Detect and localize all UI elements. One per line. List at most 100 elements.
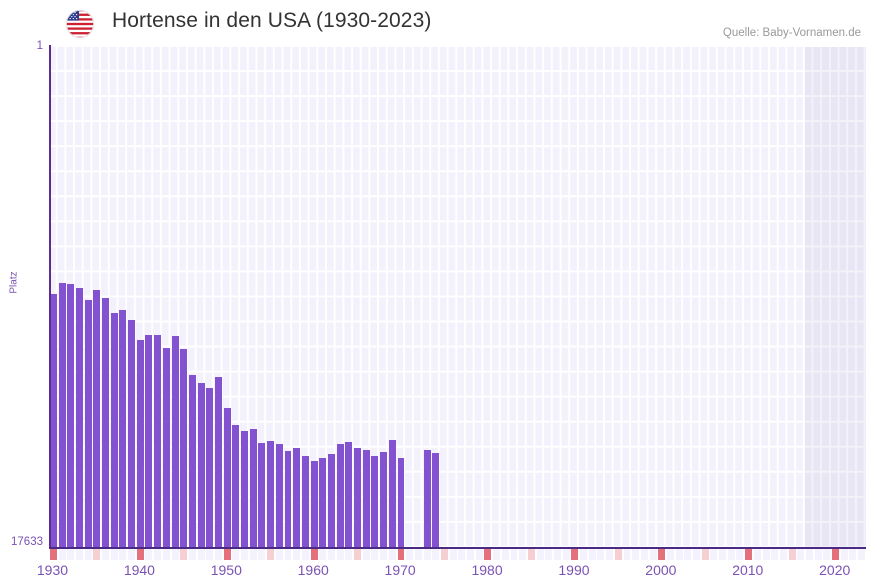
bar-1937[interactable] xyxy=(110,312,118,548)
bar-1930[interactable] xyxy=(49,293,57,548)
x-tick-1954 xyxy=(258,549,266,560)
bar-1963[interactable] xyxy=(336,443,344,548)
bar-1941[interactable] xyxy=(145,334,153,548)
bar-1968[interactable] xyxy=(380,452,388,548)
x-tick-2014 xyxy=(779,549,787,560)
x-tick-1983 xyxy=(510,549,518,560)
bar-1933[interactable] xyxy=(75,287,83,548)
bar-1954[interactable] xyxy=(258,442,266,548)
bar-1973[interactable] xyxy=(423,450,431,548)
x-tick-2020 xyxy=(832,549,840,560)
x-tick-1937 xyxy=(110,549,118,560)
x-tick-2010 xyxy=(745,549,753,560)
bar-1938[interactable] xyxy=(119,309,127,548)
x-tick-1982 xyxy=(501,549,509,560)
x-tick-1942 xyxy=(154,549,162,560)
bar-1957[interactable] xyxy=(284,450,292,548)
bar-1948[interactable] xyxy=(206,387,214,548)
x-tick-2009 xyxy=(736,549,744,560)
bar-1936[interactable] xyxy=(102,297,109,548)
bar-1943[interactable] xyxy=(162,348,170,548)
x-tick-1979 xyxy=(475,549,483,560)
bar-1946[interactable] xyxy=(188,375,196,548)
x-tick-2022 xyxy=(849,549,857,560)
x-tick-1934 xyxy=(84,549,92,560)
bar-1945[interactable] xyxy=(180,349,188,548)
x-axis-label-1980: 1980 xyxy=(471,562,503,578)
x-axis-label-1990: 1990 xyxy=(558,562,590,578)
x-tick-1946 xyxy=(188,549,196,560)
x-tick-1992 xyxy=(588,549,596,560)
bar-1934[interactable] xyxy=(84,300,92,548)
bar-1931[interactable] xyxy=(58,282,66,548)
bar-1966[interactable] xyxy=(362,449,370,548)
bar-1958[interactable] xyxy=(293,448,301,548)
chart-header: Hortense in den USA (1930-2023) Quelle: … xyxy=(0,0,873,47)
x-tick-1961 xyxy=(319,549,327,560)
x-tick-1978 xyxy=(467,549,474,560)
x-tick-1975 xyxy=(440,549,448,560)
bar-1964[interactable] xyxy=(345,441,353,548)
x-axis-label-1930: 1930 xyxy=(36,562,69,578)
bar-1955[interactable] xyxy=(267,440,275,548)
bar-1944[interactable] xyxy=(171,336,179,548)
bar-1952[interactable] xyxy=(241,431,249,548)
x-tick-1985 xyxy=(527,549,535,560)
x-tick-1935 xyxy=(93,549,101,560)
bar-1970[interactable] xyxy=(397,457,405,548)
x-tick-1999 xyxy=(649,549,657,560)
x-tick-1963 xyxy=(336,549,344,560)
x-tick-1955 xyxy=(267,549,275,560)
y-axis-tick-top: 1 xyxy=(36,40,43,52)
bar-1935[interactable] xyxy=(93,290,101,548)
x-tick-1936 xyxy=(102,549,109,560)
x-tick-1930 xyxy=(49,549,57,560)
x-tick-1967 xyxy=(371,549,379,560)
x-tick-1981 xyxy=(493,549,501,560)
bar-1932[interactable] xyxy=(67,284,75,548)
x-tick-2021 xyxy=(840,549,848,560)
x-tick-2023 xyxy=(858,549,866,560)
bar-1953[interactable] xyxy=(249,429,257,548)
x-tick-2003 xyxy=(684,549,692,560)
x-tick-1960 xyxy=(310,549,318,560)
bar-1974[interactable] xyxy=(432,453,440,548)
x-tick-1953 xyxy=(249,549,257,560)
bar-1967[interactable] xyxy=(371,456,379,548)
x-tick-1951 xyxy=(232,549,240,560)
bar-1956[interactable] xyxy=(275,444,283,548)
bar-1942[interactable] xyxy=(154,335,162,548)
x-tick-1958 xyxy=(293,549,301,560)
x-tick-1974 xyxy=(432,549,440,560)
bar-1949[interactable] xyxy=(215,376,222,548)
us-flag-icon xyxy=(59,9,101,39)
bar-1965[interactable] xyxy=(354,448,362,548)
x-tick-1988 xyxy=(553,549,561,560)
x-tick-1964 xyxy=(345,549,353,560)
bar-1960[interactable] xyxy=(310,460,318,548)
x-axis-tick-strip xyxy=(49,549,866,560)
x-tick-1938 xyxy=(119,549,127,560)
x-axis-label-1970: 1970 xyxy=(384,562,416,578)
x-tick-1989 xyxy=(562,549,570,560)
x-tick-2005 xyxy=(701,549,709,560)
x-tick-1952 xyxy=(241,549,249,560)
bar-1939[interactable] xyxy=(128,319,136,548)
x-tick-2001 xyxy=(666,549,674,560)
bar-1947[interactable] xyxy=(197,383,205,548)
x-tick-1996 xyxy=(623,549,631,560)
bar-1959[interactable] xyxy=(301,456,309,548)
x-tick-2017 xyxy=(806,549,813,560)
x-tick-1993 xyxy=(597,549,605,560)
bar-1969[interactable] xyxy=(388,440,396,548)
bar-1951[interactable] xyxy=(232,425,240,548)
x-tick-1941 xyxy=(145,549,153,560)
x-tick-1991 xyxy=(580,549,587,560)
bar-1961[interactable] xyxy=(319,458,327,548)
x-tick-1945 xyxy=(180,549,188,560)
bar-1950[interactable] xyxy=(223,408,231,548)
x-axis-label-2000: 2000 xyxy=(645,562,677,578)
bar-1940[interactable] xyxy=(136,340,144,548)
x-tick-2013 xyxy=(771,549,779,560)
bar-1962[interactable] xyxy=(327,454,335,548)
